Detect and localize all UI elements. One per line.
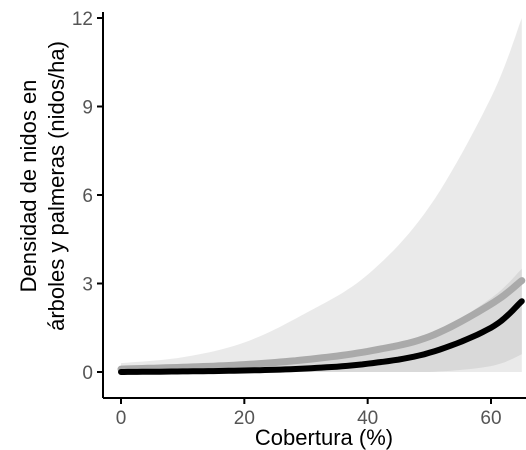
- x-tick-label: 60: [480, 408, 501, 429]
- y-axis-title: Densidad de nidos en árboles y palmeras …: [16, 41, 69, 331]
- y-axis-title-line-2: árboles y palmeras (nidos/ha): [44, 41, 69, 331]
- confidence-band-1: [121, 18, 522, 372]
- y-tick-label: 0: [82, 363, 93, 384]
- y-tick-label: 3: [82, 275, 93, 296]
- series-line-1: [117, 277, 526, 373]
- y-axis-title-line-1: Densidad de nidos en: [16, 80, 41, 293]
- y-tick-label: 9: [82, 98, 93, 119]
- series-line-2: [118, 298, 525, 375]
- y-tick-label: 12: [72, 9, 93, 30]
- ticks: 0 3 6 9 12 0 20 40 60: [72, 9, 502, 429]
- x-axis-title: Cobertura (%): [255, 425, 393, 450]
- x-tick-label: 40: [357, 408, 378, 429]
- confidence-band-2: [121, 268, 522, 372]
- series-lines: [117, 277, 526, 375]
- y-tick-label: 6: [82, 186, 93, 207]
- x-tick-label: 0: [116, 408, 127, 429]
- axes: [102, 12, 526, 399]
- x-tick-label: 20: [234, 408, 255, 429]
- confidence-bands: [121, 18, 522, 372]
